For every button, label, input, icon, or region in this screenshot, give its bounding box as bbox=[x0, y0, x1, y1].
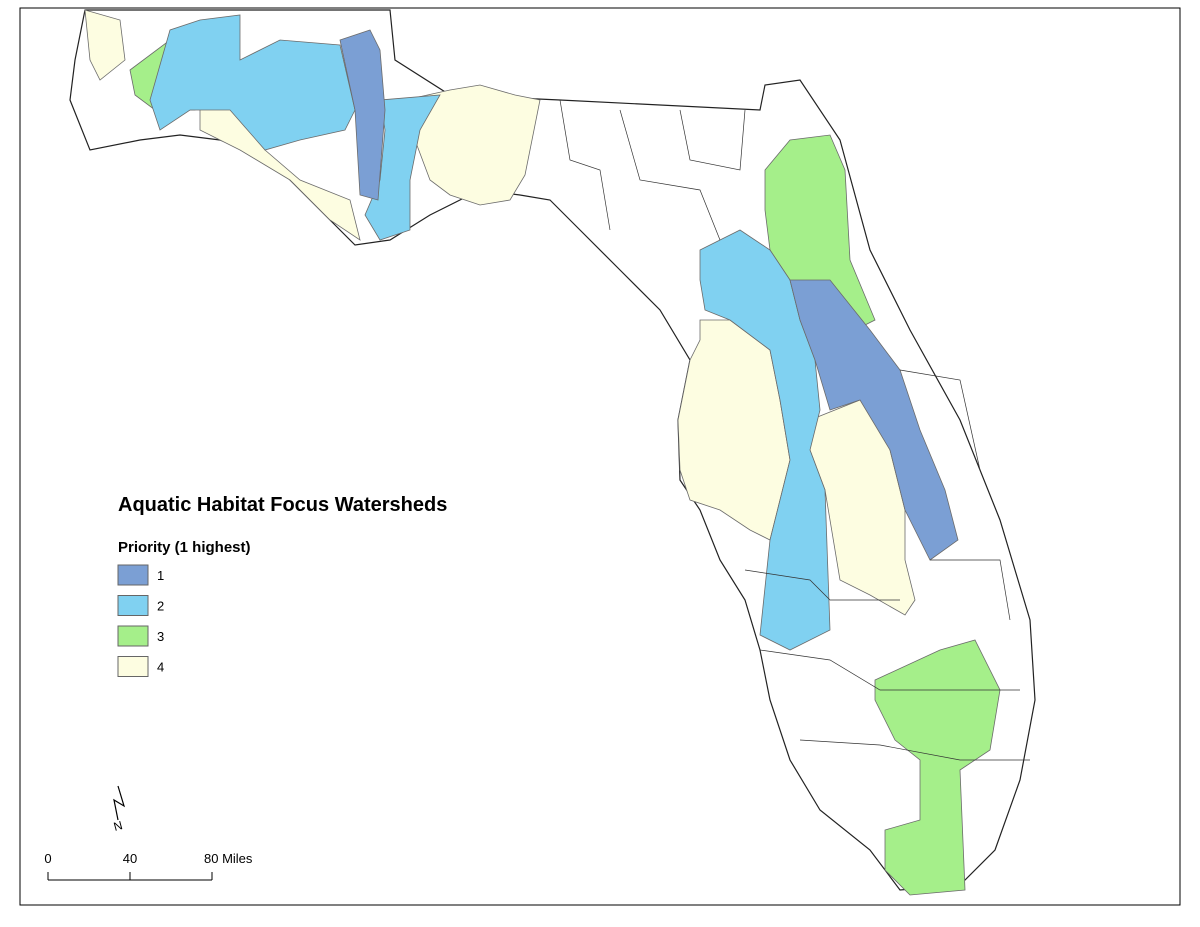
scale-label: 40 bbox=[123, 851, 137, 866]
legend-label: 1 bbox=[157, 568, 164, 583]
legend-label: 2 bbox=[157, 599, 164, 614]
county-line bbox=[744, 569, 900, 601]
legend-swatch bbox=[117, 656, 149, 677]
county-line bbox=[559, 99, 611, 231]
legend-label: 3 bbox=[157, 629, 164, 644]
scale-bar: 0 40 80 Miles bbox=[44, 851, 253, 881]
legend-swatch bbox=[117, 595, 149, 616]
scale-label: 80 Miles bbox=[204, 851, 253, 866]
north-arrow: N bbox=[112, 785, 126, 834]
watershed bbox=[84, 9, 126, 81]
watershed bbox=[874, 639, 1001, 896]
watershed bbox=[339, 29, 386, 201]
north-arrow-glyph bbox=[113, 785, 126, 821]
north-label: N bbox=[112, 818, 124, 834]
watersheds bbox=[84, 9, 1001, 896]
county-line bbox=[759, 649, 1020, 691]
watershed bbox=[404, 84, 541, 206]
legend-label: 4 bbox=[157, 660, 164, 675]
county-line bbox=[899, 369, 981, 471]
county-lines bbox=[559, 99, 1030, 761]
legend: 1 2 3 4 bbox=[117, 564, 164, 677]
legend-swatch bbox=[117, 625, 149, 647]
county-line bbox=[679, 109, 746, 171]
county-line bbox=[619, 109, 721, 241]
scale-label: 0 bbox=[44, 851, 51, 866]
legend-swatch bbox=[117, 564, 149, 586]
map-title: Aquatic Habitat Focus Watersheds bbox=[118, 494, 447, 516]
legend-title: Priority (1 highest) bbox=[118, 539, 251, 556]
county-line bbox=[799, 739, 1030, 761]
county-line bbox=[930, 559, 1011, 621]
watershed bbox=[364, 94, 441, 241]
